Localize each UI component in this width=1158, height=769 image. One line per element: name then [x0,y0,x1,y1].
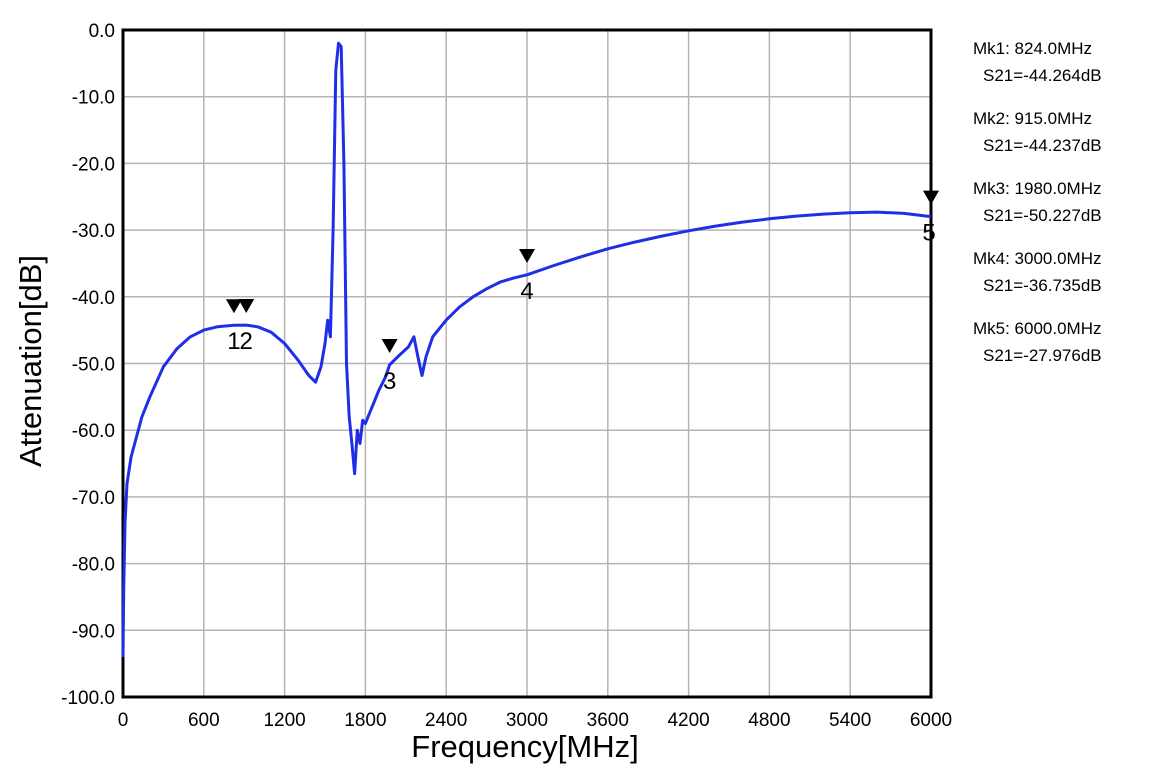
marker-2: 2 [238,299,255,355]
y-tick-label: -10.0 [72,88,115,109]
marker-readout-3: Mk3: 1980.0MHz S21=-50.227dB [973,179,1102,225]
y-tick-label: -80.0 [72,555,115,576]
x-tick-label: 4800 [748,710,790,731]
markers: 12 3 4 5 [225,190,939,395]
x-tick-label: 600 [188,710,220,731]
s21-trace [121,41,932,658]
y-tick-label: -30.0 [72,221,115,242]
x-tick-label: 6000 [910,710,952,731]
marker-readout-value: S21=-44.237dB [983,136,1102,155]
marker-readout-1: Mk1: 824.0MHz S21=-44.264dB [973,39,1102,85]
marker-label: 1 [227,328,240,355]
x-tick-label: 0 [118,710,129,731]
marker-readout-frequency: Mk5: 6000.0MHz [973,319,1102,338]
marker-readout-value: S21=-44.264dB [983,66,1102,85]
marker-readout-value: S21=-36.735dB [983,276,1102,295]
y-tick-label: -100.0 [61,688,115,709]
marker-readouts: Mk1: 824.0MHz S21=-44.264dB Mk2: 915.0MHz S… [973,39,1102,365]
marker-triangle-icon [225,299,242,314]
x-tick-label: 3000 [506,710,548,731]
x-tick-label: 2400 [425,710,467,731]
y-tick-label: -60.0 [72,421,115,442]
y-tick-label: -90.0 [72,621,115,642]
marker-4: 4 [519,249,535,305]
x-tick-label: 3600 [587,710,629,731]
plot-frame [121,28,933,699]
marker-label: 2 [240,328,253,355]
marker-readout-value: S21=-50.227dB [983,206,1102,225]
x-axis-label: Frequency[MHz] [411,729,638,764]
x-tick-label: 4200 [667,710,709,731]
marker-label: 4 [520,278,533,305]
marker-1: 1 [225,299,242,355]
y-tick-label: -20.0 [72,154,115,175]
marker-readout-4: Mk4: 3000.0MHz S21=-36.735dB [973,249,1102,295]
marker-readout-frequency: Mk2: 915.0MHz [973,109,1092,128]
marker-label: 3 [383,368,396,395]
marker-triangle-icon [923,190,939,205]
x-tick-label: 1800 [344,710,386,731]
marker-readout-frequency: Mk1: 824.0MHz [973,39,1092,58]
marker-label: 5 [922,220,935,247]
y-tick-label: 0.0 [89,21,115,42]
tick-labels: 0 600 1200 1800 2400 3000 3600 4200 4800 5400 6000… [61,21,952,731]
marker-readout-frequency: Mk3: 1980.0MHz [973,179,1102,198]
marker-triangle-icon [381,339,398,354]
grid [123,30,931,697]
marker-readout-2: Mk2: 915.0MHz S21=-44.237dB [973,109,1102,155]
y-tick-label: -40.0 [72,288,115,309]
marker-triangle-icon [238,299,255,314]
marker-triangle-icon [519,249,535,264]
y-tick-label: -50.0 [72,355,115,376]
marker-readout-5: Mk5: 6000.0MHz S21=-27.976dB [973,319,1102,365]
marker-readout-frequency: Mk4: 3000.0MHz [973,249,1102,268]
marker-5: 5 [922,190,939,247]
y-tick-label: -70.0 [72,488,115,509]
y-axis-label: Attenuation[dB] [13,255,48,467]
x-tick-label: 5400 [829,710,871,731]
marker-readout-value: S21=-27.976dB [983,346,1102,365]
x-tick-label: 1200 [263,710,305,731]
marker-3: 3 [381,339,398,395]
